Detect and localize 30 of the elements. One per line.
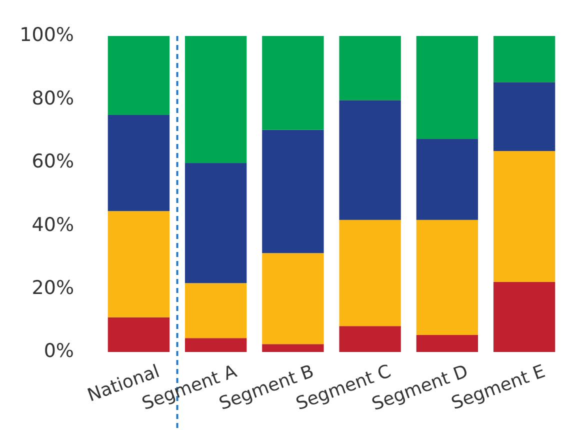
bar [262,253,324,344]
bar [339,326,401,352]
bar [108,211,170,318]
bar [262,36,324,130]
y-tick-label: 100% [20,24,74,46]
bar [262,130,324,254]
bar [108,317,170,352]
bar [262,344,324,352]
bar [416,334,478,352]
y-tick-label: 80% [32,87,74,110]
bar [416,139,478,220]
bar [493,36,556,82]
y-tick-label: 60% [32,150,74,173]
bar [184,36,247,164]
bar [184,283,247,338]
bar [108,36,170,115]
bar [108,115,170,212]
bar [339,36,401,100]
y-tick-label: 40% [32,214,74,236]
bar [339,100,401,220]
bar [493,151,556,282]
bar [416,220,478,335]
y-tick-label: 0% [44,340,74,362]
bar [493,82,556,152]
bar [184,163,247,284]
y-tick-label: 20% [32,276,74,300]
bar [339,220,401,326]
bar [184,338,247,352]
bar [493,282,556,352]
bar [416,36,478,140]
